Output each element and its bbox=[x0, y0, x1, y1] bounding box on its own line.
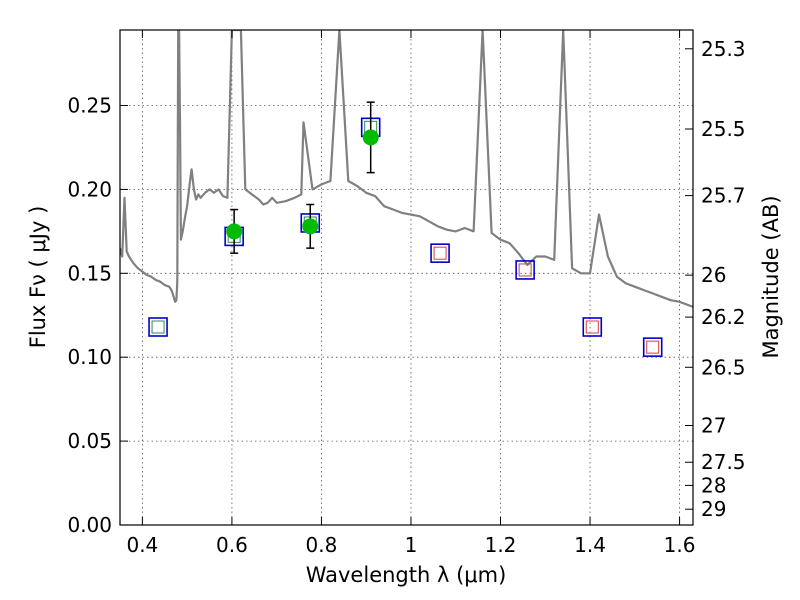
gridlines bbox=[120, 30, 693, 526]
x-tick-label: 0.4 bbox=[126, 533, 158, 557]
mag-tick-label: 25.5 bbox=[701, 117, 746, 141]
model-box-inner bbox=[646, 340, 660, 354]
sed-line bbox=[120, 30, 693, 308]
x-tick-label: 1.4 bbox=[574, 533, 606, 557]
model-box-inner bbox=[585, 320, 599, 334]
x-axis-label: Wavelength λ (μm) bbox=[306, 563, 507, 587]
mag-tick-label: 26 bbox=[701, 263, 726, 287]
mag-tick-label: 26.5 bbox=[701, 355, 746, 379]
model-photometry-boxes bbox=[148, 117, 663, 357]
mag-tick-label: 28 bbox=[701, 473, 726, 497]
y-axis-label: Flux Fν ( μJy ) bbox=[26, 206, 50, 349]
x-tick-label: 1.2 bbox=[485, 533, 517, 557]
y-tick-label: 0.25 bbox=[67, 94, 112, 118]
model-box bbox=[515, 260, 535, 280]
model-box bbox=[582, 317, 603, 337]
y-tick-label: 0.10 bbox=[67, 345, 112, 369]
observed-photometry-points bbox=[226, 101, 379, 254]
mag-tick-label: 27.5 bbox=[701, 450, 746, 474]
mag-tick-label: 29 bbox=[701, 497, 726, 521]
x-tick-label: 1.6 bbox=[664, 533, 696, 557]
mag-tick-label: 26.2 bbox=[701, 305, 746, 329]
y-tick-label: 0.20 bbox=[67, 177, 112, 201]
model-box-inner bbox=[151, 320, 165, 334]
y-tick-label: 0.05 bbox=[67, 429, 112, 453]
mag-tick-label: 25.3 bbox=[701, 37, 746, 61]
sed-spectrum bbox=[120, 30, 693, 308]
observed-point bbox=[226, 223, 243, 240]
axis-ticks: 0.4 0.6 0.8 1 1.2 1.4 1.6 0.00 0.05 0.10 0.15 0.20 0… bbox=[67, 30, 746, 557]
y2-axis-label: Magnitude (AB) bbox=[759, 195, 783, 358]
model-box bbox=[430, 243, 450, 263]
x-tick-label: 1 bbox=[405, 533, 418, 557]
observed-point bbox=[302, 218, 319, 235]
x-tick-label: 0.6 bbox=[216, 533, 248, 557]
model-box-inner bbox=[433, 246, 447, 260]
y-tick-label: 0.15 bbox=[67, 261, 112, 285]
observed-point bbox=[362, 129, 379, 146]
x-tick-label: 0.8 bbox=[306, 533, 338, 557]
model-box-inner bbox=[518, 263, 532, 277]
plot-frame bbox=[119, 29, 694, 526]
model-box bbox=[148, 317, 168, 337]
mag-tick-label: 25.7 bbox=[701, 184, 746, 208]
y-tick-label: 0.00 bbox=[67, 513, 112, 537]
mag-tick-label: 27 bbox=[701, 413, 726, 437]
model-box bbox=[642, 337, 663, 357]
